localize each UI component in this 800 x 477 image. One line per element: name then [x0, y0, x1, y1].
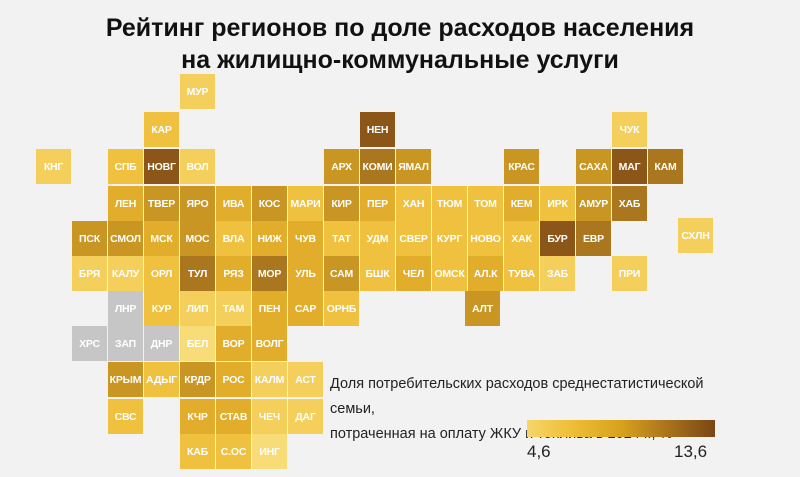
region-tile-твер: ТВЕР: [144, 186, 179, 221]
region-tile-зап: ЗАП: [108, 326, 143, 361]
region-tile-пер: ПЕР: [360, 186, 395, 221]
region-tile-крым: КРЫМ: [108, 362, 143, 397]
region-tile-амур: АМУР: [576, 186, 611, 221]
region-tile-ирк: ИРК: [540, 186, 575, 221]
region-tile-нен: НЕН: [360, 112, 395, 147]
region-tile-коми: КОМИ: [360, 149, 395, 184]
region-tile-сар: САР: [288, 291, 323, 326]
region-tile-хан: ХАН: [396, 186, 431, 221]
region-tile-кос: КОС: [252, 186, 287, 221]
region-tile-при: ПРИ: [612, 256, 647, 291]
region-tile-волг: ВОЛГ: [252, 326, 287, 361]
region-tile-арх: АРХ: [324, 149, 359, 184]
region-tile-кнг: КНГ: [36, 149, 71, 184]
region-tile-тува: ТУВА: [504, 256, 539, 291]
region-tile-спб: СПБ: [108, 149, 143, 184]
region-tile-омск: ОМСК: [432, 256, 467, 291]
region-tile-бел: БЕЛ: [180, 326, 215, 361]
region-tile-чел: ЧЕЛ: [396, 256, 431, 291]
region-tile-сам: САМ: [324, 256, 359, 291]
region-tile-свер: СВЕР: [396, 221, 431, 256]
region-tile-кург: КУРГ: [432, 221, 467, 256]
region-tile-калу: КАЛУ: [108, 256, 143, 291]
region-tile-евр: ЕВР: [576, 221, 611, 256]
region-tile-мор: МОР: [252, 256, 287, 291]
region-tile-с-ос: С.ОС: [216, 434, 251, 469]
region-tile-кам: КАМ: [648, 149, 683, 184]
region-tile-калм: КАЛМ: [252, 362, 287, 397]
region-tile-мур: МУР: [180, 74, 215, 109]
region-tile-хаб: ХАБ: [612, 186, 647, 221]
region-tile-чув: ЧУВ: [288, 221, 323, 256]
region-tile-бря: БРЯ: [72, 256, 107, 291]
region-tile-ива: ИВА: [216, 186, 251, 221]
region-tile-днр: ДНР: [144, 326, 179, 361]
legend-min-label: 4,6: [527, 442, 551, 461]
region-tile-аст: АСТ: [288, 362, 323, 397]
region-tile-ямал: ЯМАЛ: [396, 149, 431, 184]
region-tile-бур: БУР: [540, 221, 575, 256]
region-tile-тюм: ТЮМ: [432, 186, 467, 221]
region-tile-там: ТАМ: [216, 291, 251, 326]
region-tile-саха: САХА: [576, 149, 611, 184]
region-tile-ряз: РЯЗ: [216, 256, 251, 291]
region-tile-удм: УДМ: [360, 221, 395, 256]
region-tile-ново: НОВО: [468, 221, 503, 256]
region-tile-новг: НОВГ: [144, 149, 179, 184]
region-tile-крас: КРАС: [504, 149, 539, 184]
region-tile-орнб: ОРНБ: [324, 291, 359, 326]
region-tile-маг: МАГ: [612, 149, 647, 184]
region-tile-кем: КЕМ: [504, 186, 539, 221]
region-tile-кчр: КЧР: [180, 399, 215, 434]
region-tile-тул: ТУЛ: [180, 256, 215, 291]
region-tile-инг: ИНГ: [252, 434, 287, 469]
region-tile-лип: ЛИП: [180, 291, 215, 326]
region-tile-кур: КУР: [144, 291, 179, 326]
region-tile-уль: УЛЬ: [288, 256, 323, 291]
region-tile-мари: МАРИ: [288, 186, 323, 221]
region-tile-даг: ДАГ: [288, 399, 323, 434]
region-tile-ал-к: АЛ.К: [468, 256, 503, 291]
region-tile-заб: ЗАБ: [540, 256, 575, 291]
region-tile-бшк: БШК: [360, 256, 395, 291]
legend-color-bar: [527, 420, 715, 437]
region-tile-хрс: ХРС: [72, 326, 107, 361]
region-tile-рос: РОС: [216, 362, 251, 397]
region-tile-крдр: КРДР: [180, 362, 215, 397]
region-tile-пск: ПСК: [72, 221, 107, 256]
map-title-line-2: на жилищно-коммунальные услуги: [181, 46, 619, 74]
region-tile-мск: МСК: [144, 221, 179, 256]
region-tile-вла: ВЛА: [216, 221, 251, 256]
region-tile-лен: ЛЕН: [108, 186, 143, 221]
region-tile-став: СТАВ: [216, 399, 251, 434]
region-tile-лнр: ЛНР: [108, 291, 143, 326]
region-tile-хак: ХАК: [504, 221, 539, 256]
region-tile-алт: АЛТ: [465, 291, 500, 326]
region-tile-кар: КАР: [144, 112, 179, 147]
region-tile-схлн: СХЛН: [678, 218, 713, 253]
region-tile-чеч: ЧЕЧ: [252, 399, 287, 434]
region-tile-адыг: АДЫГ: [144, 362, 179, 397]
region-tile-пен: ПЕН: [252, 291, 287, 326]
region-tile-мос: МОС: [180, 221, 215, 256]
map-title-line-1: Рейтинг регионов по доле расходов населе…: [105, 14, 695, 42]
region-tile-смол: СМОЛ: [108, 221, 143, 256]
region-tile-ниж: НИЖ: [252, 221, 287, 256]
legend-max-label: 13,6: [674, 442, 708, 461]
legend-caption-line-1: Доля потребительских расходов среднестат…: [330, 376, 704, 417]
region-tile-чук: ЧУК: [612, 112, 647, 147]
region-tile-кир: КИР: [324, 186, 359, 221]
region-tile-яро: ЯРО: [180, 186, 215, 221]
region-tile-вол: ВОЛ: [180, 149, 215, 184]
region-tile-том: ТОМ: [468, 186, 503, 221]
region-tile-орл: ОРЛ: [144, 256, 179, 291]
region-tile-вор: ВОР: [216, 326, 251, 361]
region-tile-каб: КАБ: [180, 434, 215, 469]
region-tile-тат: ТАТ: [324, 221, 359, 256]
region-tile-свс: СВС: [108, 399, 143, 434]
